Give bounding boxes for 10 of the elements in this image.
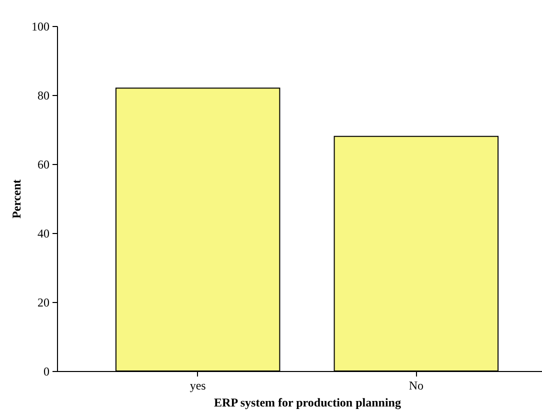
y-tick-label: 0 <box>44 364 50 378</box>
y-axis-title: Percent <box>10 179 24 219</box>
y-tick-label: 40 <box>38 226 50 240</box>
x-tick-label: No <box>408 378 424 392</box>
y-tick-label: 20 <box>38 296 50 310</box>
y-tick-label: 80 <box>38 88 50 102</box>
y-tick-label: 100 <box>32 20 50 34</box>
y-tick-label: 60 <box>38 158 50 172</box>
x-tick-label: yes <box>190 378 206 392</box>
x-axis-title: ERP system for production planning <box>214 396 401 410</box>
